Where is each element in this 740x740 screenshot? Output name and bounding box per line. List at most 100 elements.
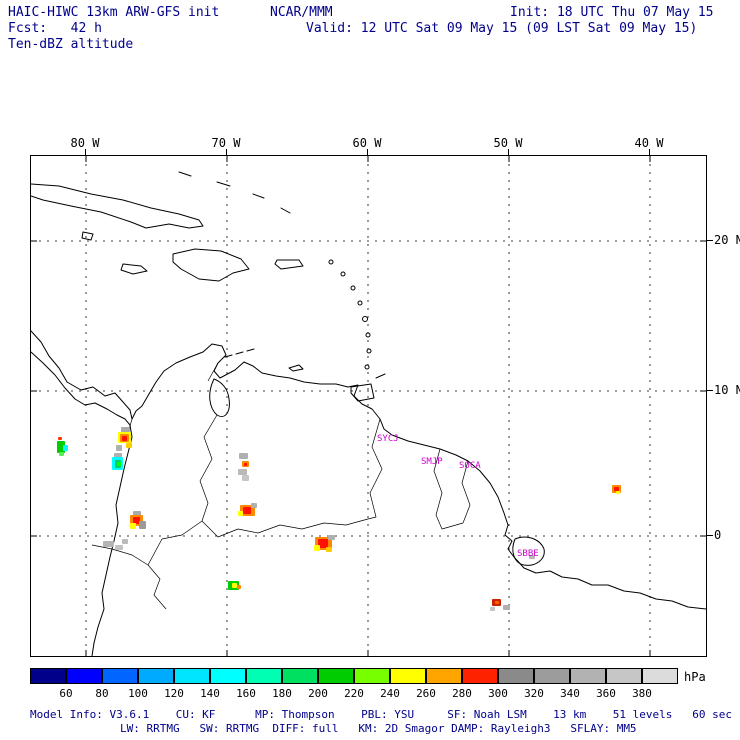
echo-patch — [114, 453, 122, 458]
colorbar-tick-label: 60 — [59, 687, 73, 700]
station-label-layer: SYCJ SMJP SOCA SBBE — [377, 434, 539, 559]
colorbar-tick-label: 360 — [596, 687, 616, 700]
echo-patch — [122, 539, 128, 544]
echo-patch — [122, 436, 127, 441]
colorbar-cell — [426, 668, 462, 684]
echo-patch — [242, 475, 249, 481]
coastline-antilles — [30, 171, 386, 402]
forecast-hour: Fcst: 42 h — [8, 21, 102, 36]
colorbar-cell — [354, 668, 390, 684]
y-tick-label-0: 0 — [714, 528, 722, 542]
station-label: SMJP — [421, 457, 443, 467]
colorbar-tick-label: 340 — [560, 687, 580, 700]
colorbar-cell — [282, 668, 318, 684]
echo-patch — [616, 491, 620, 494]
echo-patch — [318, 539, 328, 548]
echo-patch — [139, 521, 146, 529]
echo-patch — [490, 607, 495, 611]
colorbar-cell — [210, 668, 246, 684]
colorbar-tick-label: 380 — [632, 687, 652, 700]
colorbar-tick-label: 100 — [128, 687, 148, 700]
echo-patch — [243, 507, 251, 514]
colorbar-cell — [642, 668, 678, 684]
echo-patch — [115, 545, 123, 550]
echo-patch — [121, 427, 130, 433]
coastline-mainland-north — [30, 330, 707, 610]
colorbar-tick-label: 220 — [344, 687, 364, 700]
colorbar-tick-label: 260 — [416, 687, 436, 700]
top-tick — [85, 149, 86, 155]
x-tick-label-50w: 50 W — [493, 136, 523, 150]
right-tick — [707, 390, 713, 391]
echo-patch — [133, 511, 141, 516]
echo-patch — [58, 437, 62, 440]
echo-patch — [503, 605, 510, 610]
station-label: SYCJ — [377, 434, 399, 444]
echo-patch — [529, 555, 535, 559]
colorbar-cell — [318, 668, 354, 684]
colorbar-units: hPa — [684, 670, 706, 684]
field-title: Ten-dBZ altitude — [8, 37, 134, 52]
echo-patch — [116, 445, 122, 451]
x-tick-label-40w: 40 W — [634, 136, 664, 150]
colorbar-tick-label: 180 — [272, 687, 292, 700]
station-label: SOCA — [459, 461, 481, 471]
colorbar-labels: 60 80 100 120 140 160 180 200 220 240 260 280 300 320… — [30, 687, 690, 700]
map-plot: SYCJ SMJP SOCA SBBE — [30, 156, 707, 657]
colorbar-cell — [390, 668, 426, 684]
top-tick — [226, 149, 227, 155]
colorbar-tick-label: 200 — [308, 687, 328, 700]
echo-patch — [326, 547, 332, 552]
top-tick — [367, 149, 368, 155]
model-info-line2: LW: RRTMG SW: RRTMG DIFF: full KM: 2D Sm… — [120, 722, 637, 735]
colorbar-cell — [570, 668, 606, 684]
colorbar-tick-label: 140 — [200, 687, 220, 700]
echo-patch — [126, 443, 132, 448]
colorbar-cell — [138, 668, 174, 684]
x-tick-label-70w: 70 W — [211, 136, 241, 150]
title-model: HAIC-HIWC 13km ARW-GFS init — [8, 5, 220, 20]
x-tick-label-80w: 80 W — [70, 136, 100, 150]
station-label: SBBE — [517, 549, 539, 559]
model-info-line1: Model Info: V3.6.1 CU: KF MP: Thompson P… — [30, 708, 732, 721]
echo-patch — [314, 545, 320, 551]
echo-patch — [495, 601, 499, 604]
marajo-island — [512, 536, 545, 566]
title-org: NCAR/MMM — [270, 5, 333, 20]
valid-time: Valid: 12 UTC Sat 09 May 15 (09 LST Sat … — [306, 21, 698, 36]
colorbar-tick-label: 120 — [164, 687, 184, 700]
grid-lines — [31, 156, 706, 656]
echo-patch — [59, 452, 64, 456]
map-frame: SYCJ SMJP SOCA SBBE — [30, 155, 707, 657]
frame-ticks — [31, 156, 706, 656]
echo-patch — [251, 503, 257, 508]
colorbar-cell — [246, 668, 282, 684]
colorbar-tick-label: 160 — [236, 687, 256, 700]
colorbar-tick-label: 280 — [452, 687, 472, 700]
echo-patch — [103, 541, 114, 547]
colorbar-cell — [534, 668, 570, 684]
colorbar-cell — [462, 668, 498, 684]
echo-patch — [130, 523, 136, 529]
y-tick-label-10n: 10 N — [714, 383, 740, 397]
echo-patch — [238, 469, 247, 475]
top-tick — [508, 149, 509, 155]
colorbar-cell — [498, 668, 534, 684]
coastline-lesser-antilles — [328, 259, 372, 370]
colorbar-tick-label: 80 — [95, 687, 109, 700]
colorbar-cell — [30, 668, 66, 684]
echo-patch — [237, 585, 241, 589]
echo-patch — [117, 462, 121, 466]
echo-patch — [328, 535, 335, 540]
echo-patch — [232, 583, 237, 588]
colorbar-cell — [102, 668, 138, 684]
echo-patch — [133, 517, 140, 524]
init-time: Init: 18 UTC Thu 07 May 15 — [510, 5, 714, 20]
echo-patch — [63, 445, 68, 451]
colorbar-tick-label: 300 — [488, 687, 508, 700]
y-tick-label-20n: 20 N — [714, 233, 740, 247]
right-tick — [707, 535, 713, 536]
colorbar-cell — [174, 668, 210, 684]
echo-patch — [614, 487, 619, 491]
echo-patch — [244, 463, 247, 466]
